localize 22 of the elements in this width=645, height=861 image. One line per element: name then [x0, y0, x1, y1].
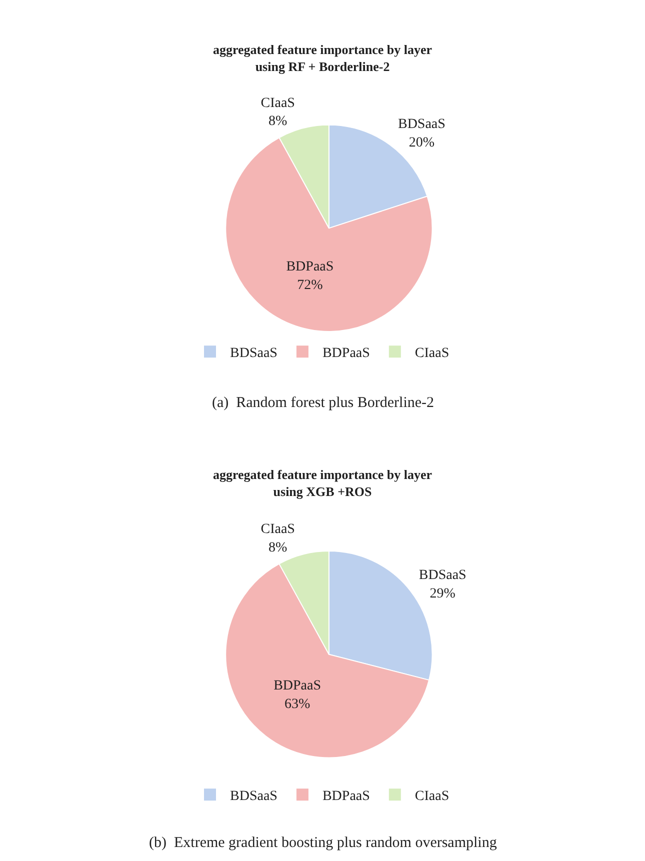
slice-label: CIaaS	[260, 522, 295, 538]
legend-label: BDPaaS	[322, 346, 370, 362]
data-label: 72%	[297, 278, 324, 293]
slice-label: BDPaaS	[286, 260, 334, 275]
chart-title: aggregated feature importance by layer using RF + Borderline-2	[213, 42, 432, 74]
slice-label: BDSaaS	[398, 117, 446, 132]
data-label: 29%	[430, 586, 456, 602]
data-label: 63%	[284, 696, 310, 712]
slice-label: CIaaS	[260, 96, 295, 111]
data-label: 8%	[268, 540, 288, 556]
data-label: 8%	[268, 114, 288, 130]
text: (b) Extreme gradient boosting plus random oversampling	[149, 835, 498, 851]
legend-label: CIaaS	[414, 346, 450, 362]
slice-label: BDPaaS	[274, 678, 322, 694]
slice-label: BDSaaS	[418, 568, 466, 584]
chart-title: aggregated feature importance by layer using XGB +ROS	[213, 467, 432, 499]
legend-label: CIaaS	[414, 789, 450, 804]
legend-label: BDSaaS	[230, 346, 278, 362]
legend-label: BDPaaS	[322, 789, 370, 804]
data-label: 20%	[408, 135, 435, 150]
legend-label: BDSaaS	[230, 789, 278, 804]
text: (a) Random forest plus Borderline-2	[212, 395, 434, 411]
